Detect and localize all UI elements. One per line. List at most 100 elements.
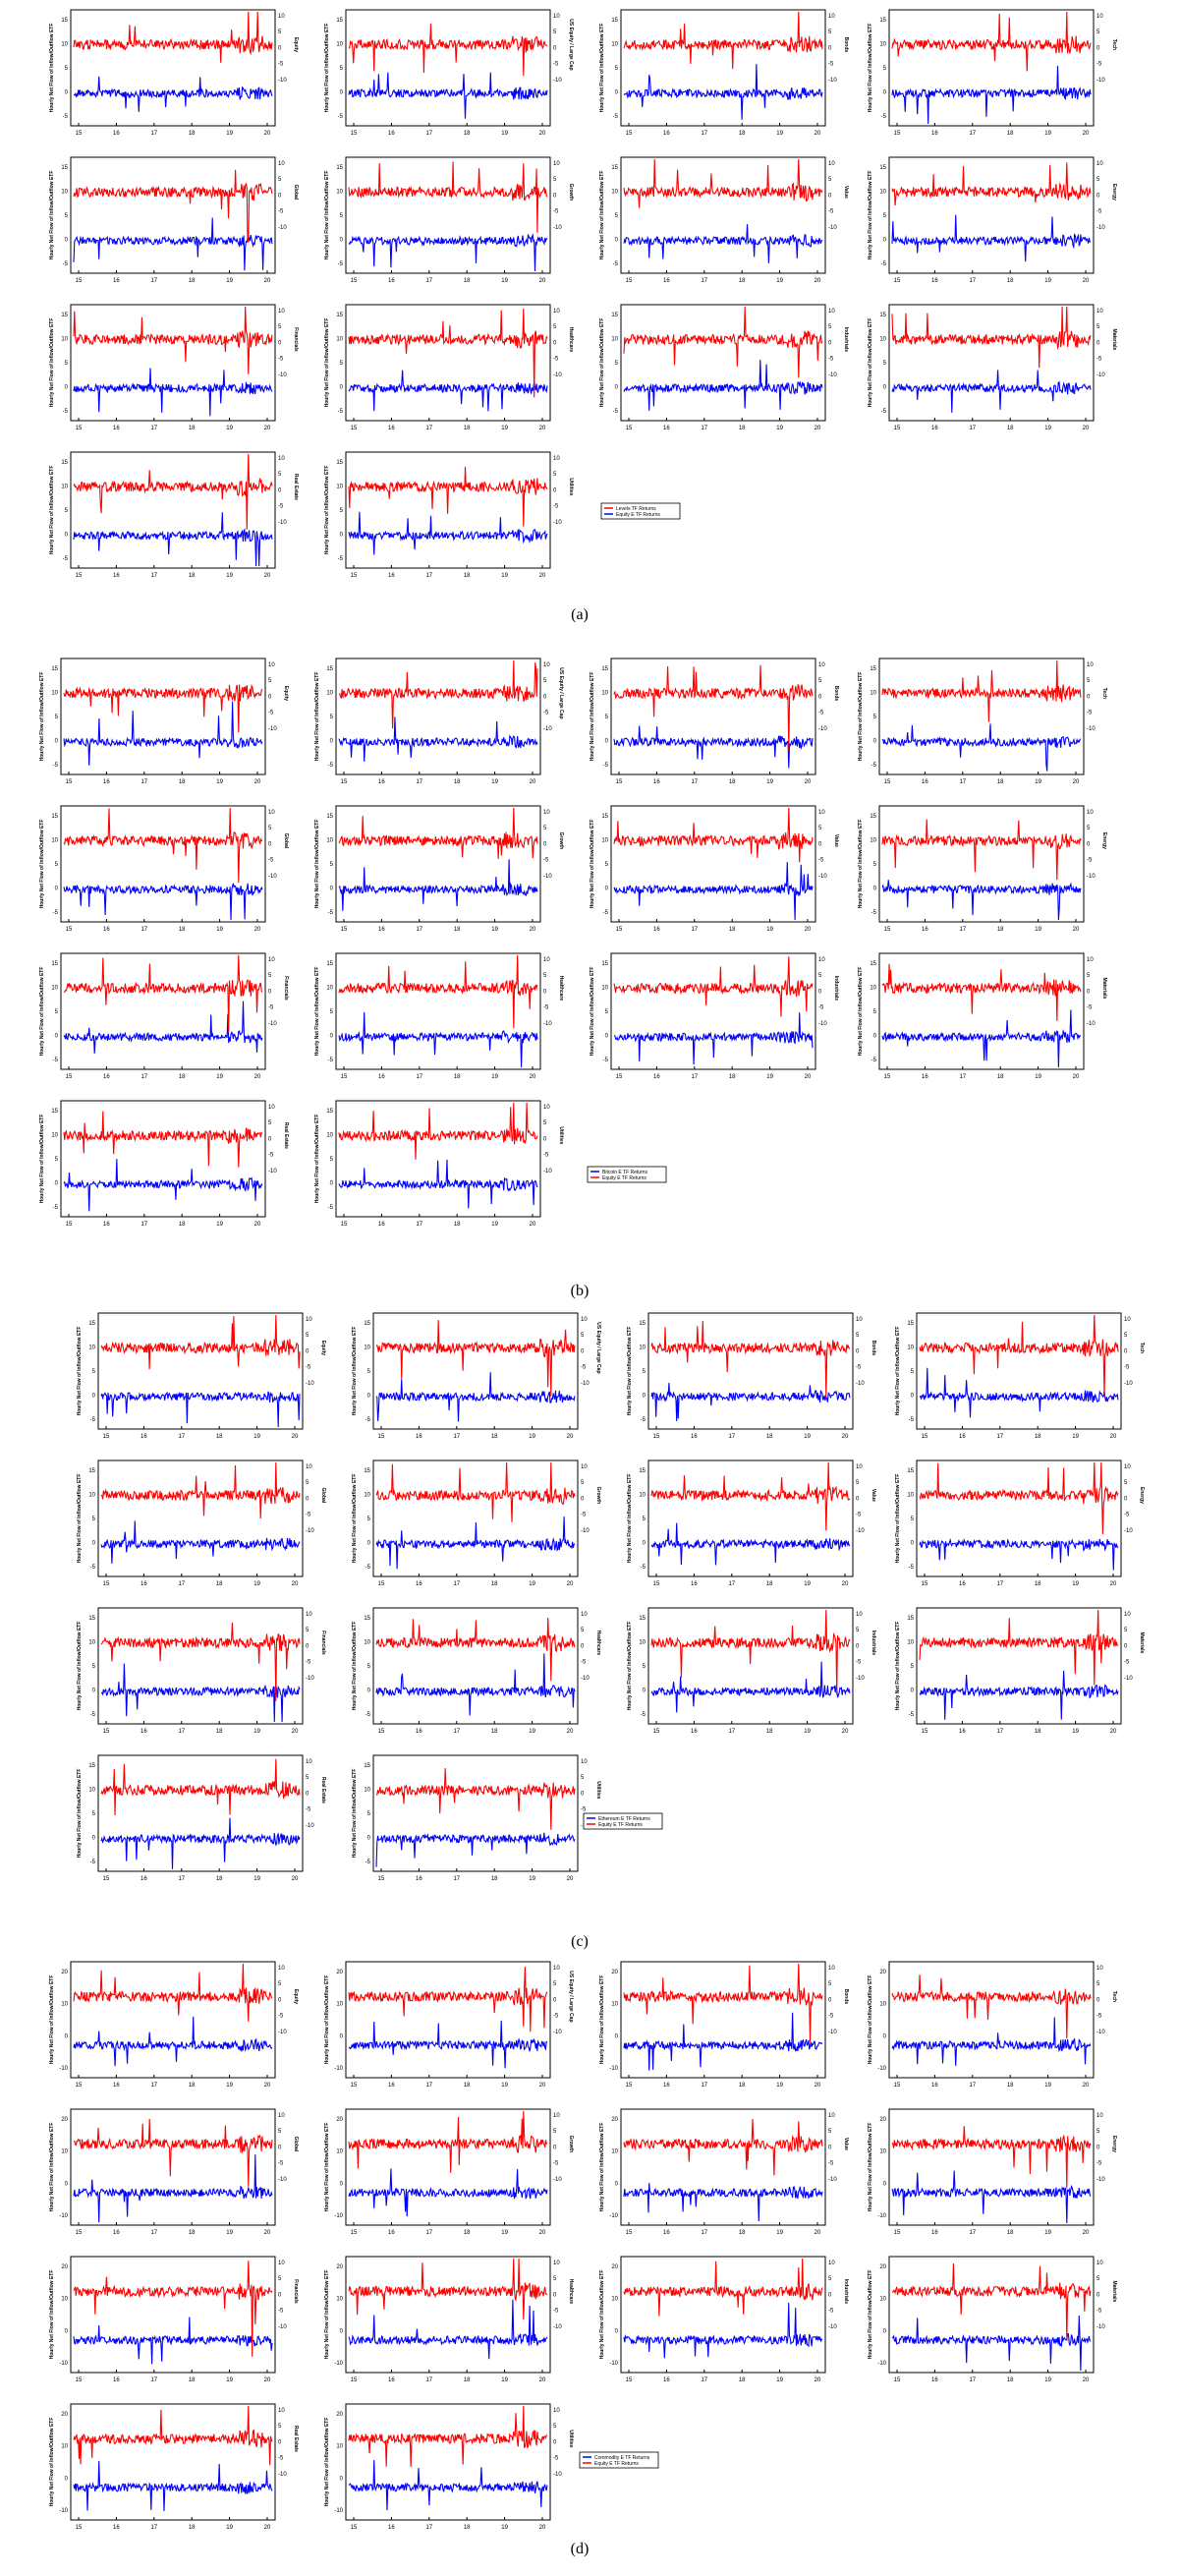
red-series-line	[348, 24, 548, 77]
x-tick-label: 18	[729, 779, 736, 785]
left-tick-label: 15	[326, 1109, 333, 1115]
left-tick-label: 10	[611, 2002, 618, 2008]
left-tick-label: 0	[340, 385, 344, 391]
right-tick-label: 10	[553, 161, 560, 167]
right-tick-label: -5	[1096, 2161, 1102, 2167]
left-tick-label: 0	[340, 2033, 344, 2039]
right-tick-label: 0	[278, 2292, 282, 2298]
x-tick-label: 19	[501, 2230, 508, 2236]
right-tick-label: 10	[553, 456, 560, 462]
left-tick-label: 5	[615, 66, 619, 72]
red-series-line	[891, 1975, 1092, 2039]
x-tick-label: 18	[464, 2377, 471, 2383]
blue-series-line	[73, 2460, 273, 2511]
left-tick-label: -10	[334, 2066, 343, 2072]
left-tick-label: 10	[879, 42, 886, 48]
right-tick-label: 10	[1096, 14, 1103, 20]
left-tick-label: 0	[615, 2181, 619, 2187]
x-tick-label: 19	[216, 779, 223, 785]
right-tick-label: 0	[856, 1348, 860, 1354]
blue-series-line	[348, 233, 548, 272]
left-tick-label: 0	[340, 2476, 344, 2482]
x-tick-label: 18	[189, 278, 196, 284]
right-tick-label: -5	[268, 711, 274, 716]
right-tick-label: 10	[1096, 161, 1103, 167]
x-tick-label: 16	[922, 1074, 928, 1080]
right-axis-label: US Equity / Large Cap	[558, 667, 564, 718]
left-tick-label: -5	[63, 114, 69, 120]
left-tick-label: -10	[877, 2361, 886, 2367]
x-tick-label: 19	[216, 1222, 223, 1228]
left-axis-label: Hourly Net Flow of Inflow/Outflow ETF	[77, 1474, 83, 1564]
plot-frame	[60, 952, 266, 1070]
right-tick-label: 0	[581, 1643, 585, 1649]
right-tick-label: 5	[856, 1333, 860, 1339]
right-tick-label: -5	[818, 858, 824, 864]
x-tick-label: 16	[922, 927, 928, 933]
right-axis-label: Materials	[1111, 2281, 1117, 2303]
right-tick-label: 10	[268, 662, 275, 668]
right-tick-label: 5	[543, 826, 547, 831]
left-axis-label: Hourly Net Flow of Inflow/Outflow ETF	[49, 2270, 55, 2360]
x-tick-label: 15	[894, 2083, 901, 2089]
left-tick-label: 15	[907, 1616, 914, 1622]
right-tick-label: -10	[553, 78, 562, 84]
left-tick-label: 15	[639, 1321, 646, 1327]
x-tick-label: 20	[539, 2525, 546, 2531]
right-tick-label: 5	[828, 29, 832, 35]
right-axis-label: Bonds	[843, 37, 849, 53]
left-tick-label: 15	[364, 1468, 370, 1474]
subplot: 15 16 17 18 19 20 15 10 5 0 -5 10 5 0 -5 -10 Hourly Net …	[49, 156, 299, 284]
right-tick-label: 5	[828, 1981, 832, 1987]
left-tick-label: 0	[615, 90, 619, 96]
right-tick-label: 5	[278, 29, 282, 35]
right-tick-label: -10	[1096, 225, 1105, 231]
right-tick-label: 5	[1096, 324, 1100, 330]
x-tick-label: 16	[931, 426, 938, 431]
left-tick-label: 5	[911, 1517, 915, 1522]
red-series-line	[375, 1768, 576, 1830]
right-tick-label: 5	[278, 324, 282, 330]
x-tick-label: 18	[189, 573, 196, 579]
left-tick-label: 0	[367, 1689, 371, 1694]
x-tick-label: 15	[616, 927, 623, 933]
left-tick-label: -5	[603, 910, 609, 916]
right-tick-label: 0	[828, 2145, 832, 2150]
x-tick-label: 18	[464, 278, 471, 284]
x-tick-label: 20	[264, 278, 271, 284]
x-tick-label: 18	[997, 927, 1004, 933]
subplot: 15 16 17 18 19 20 15 10 5 0 -5 10 5 0 -5 -10 Hourly Net …	[77, 1460, 326, 1587]
subplot: 15 16 17 18 19 20 20 10 0 -10 10 5 0 -5 -10 Hourly Net …	[599, 2108, 849, 2236]
left-tick-label: 10	[639, 1493, 646, 1499]
right-axis-label: Growth	[558, 832, 564, 850]
right-axis-label: Financials	[293, 327, 299, 352]
x-tick-label: 19	[1044, 131, 1051, 137]
x-tick-label: 18	[739, 426, 746, 431]
x-tick-label: 19	[501, 278, 508, 284]
x-tick-label: 19	[253, 1434, 260, 1440]
x-tick-label: 20	[805, 1074, 812, 1080]
plot-frame	[70, 1961, 276, 2079]
blue-series-line	[73, 2317, 273, 2365]
left-axis-label: Hourly Net Flow of Inflow/Outflow ETF	[868, 1975, 873, 2065]
left-tick-label: -5	[881, 261, 887, 267]
red-series-line	[348, 466, 548, 527]
left-tick-label: -5	[613, 114, 619, 120]
left-tick-label: -10	[334, 2361, 343, 2367]
left-tick-label: -10	[59, 2508, 68, 2514]
right-tick-label: -10	[1087, 726, 1096, 732]
x-tick-label: 19	[1044, 426, 1051, 431]
left-axis-label: Hourly Net Flow of Inflow/Outflow ETF	[49, 24, 55, 113]
right-tick-label: 5	[553, 324, 557, 330]
right-axis-label: Utilities	[595, 1781, 601, 1799]
right-tick-label: -5	[1124, 1513, 1130, 1518]
x-tick-label: 19	[529, 1581, 535, 1587]
left-tick-label: 0	[330, 1181, 334, 1187]
left-tick-label: 15	[870, 666, 876, 672]
x-tick-label: 15	[378, 1434, 385, 1440]
left-tick-label: 15	[364, 1321, 370, 1327]
left-tick-label: 15	[601, 666, 608, 672]
x-tick-label: 16	[663, 2377, 670, 2383]
x-tick-label: 19	[776, 278, 783, 284]
